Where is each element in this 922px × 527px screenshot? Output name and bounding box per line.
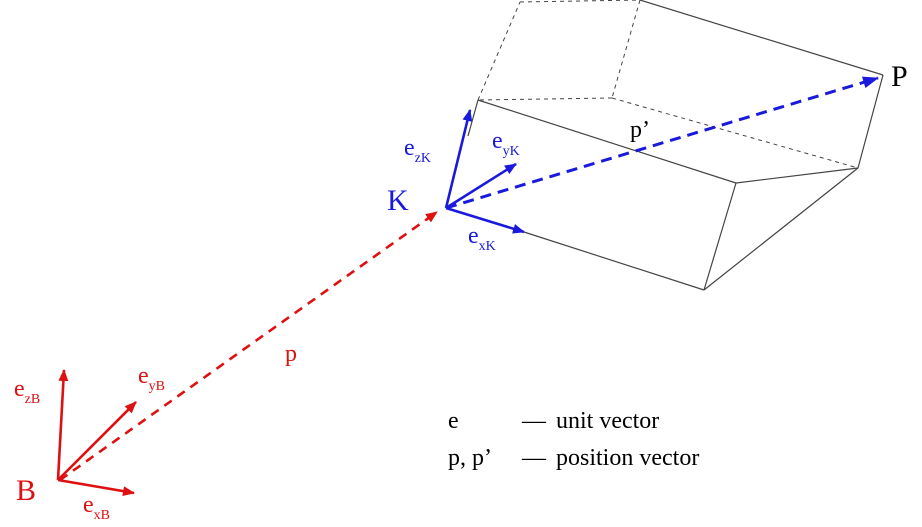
cuboid-edge [467,99,479,137]
axis-label-ezK: ezK [404,135,431,166]
legend-symbol: p, p’ [448,445,492,471]
legend-symbol: e [448,408,459,434]
vector-label-p-prime: p’ [630,117,650,143]
cuboid-hidden-edge [477,97,613,101]
unit-vector-ezK [444,109,473,209]
cuboid-hidden-edge [611,97,859,169]
cuboid-edge [477,99,737,184]
vector-label-p: p [285,341,297,367]
cuboid-edge [703,167,859,291]
legend-dash: –– [521,408,547,434]
cuboid-edge [735,167,859,184]
axis-label-eyK: eyK [492,128,520,159]
base-frame-axes [56,369,137,497]
axis-label-ezB: ezB [14,376,40,407]
cuboid-edge [639,0,884,76]
point-label-K: K [387,184,409,217]
cuboid-hidden-edge [611,0,641,99]
point-label-P: P [891,60,908,93]
axis-label-exB: exB [83,492,110,523]
point-label-B: B [16,474,36,507]
cuboid-hidden-edge [477,1,521,101]
unit-vector-eyK [445,162,517,210]
legend-description: unit vector [556,408,659,434]
cuboid-hidden-edge [519,0,641,3]
axis-label-exK: exK [468,223,496,254]
position-vector-p-prime [445,76,879,210]
cuboid-edge [857,74,884,169]
unit-vector-eyB [57,401,137,481]
local-frame-axes [444,109,525,234]
cuboid-edge [703,182,737,291]
legend: e –– unit vector p, p’ –– position vecto… [448,408,699,471]
legend-dash: –– [521,445,547,471]
cuboid-edge [523,231,705,291]
legend-description: position vector [556,445,699,471]
cuboid [467,0,884,291]
position-vector-p [59,210,438,482]
unit-vector-exB [57,478,135,497]
axis-label-eyB: eyB [138,363,165,394]
unit-vector-exK [445,206,525,234]
unit-vector-ezB [56,369,69,481]
